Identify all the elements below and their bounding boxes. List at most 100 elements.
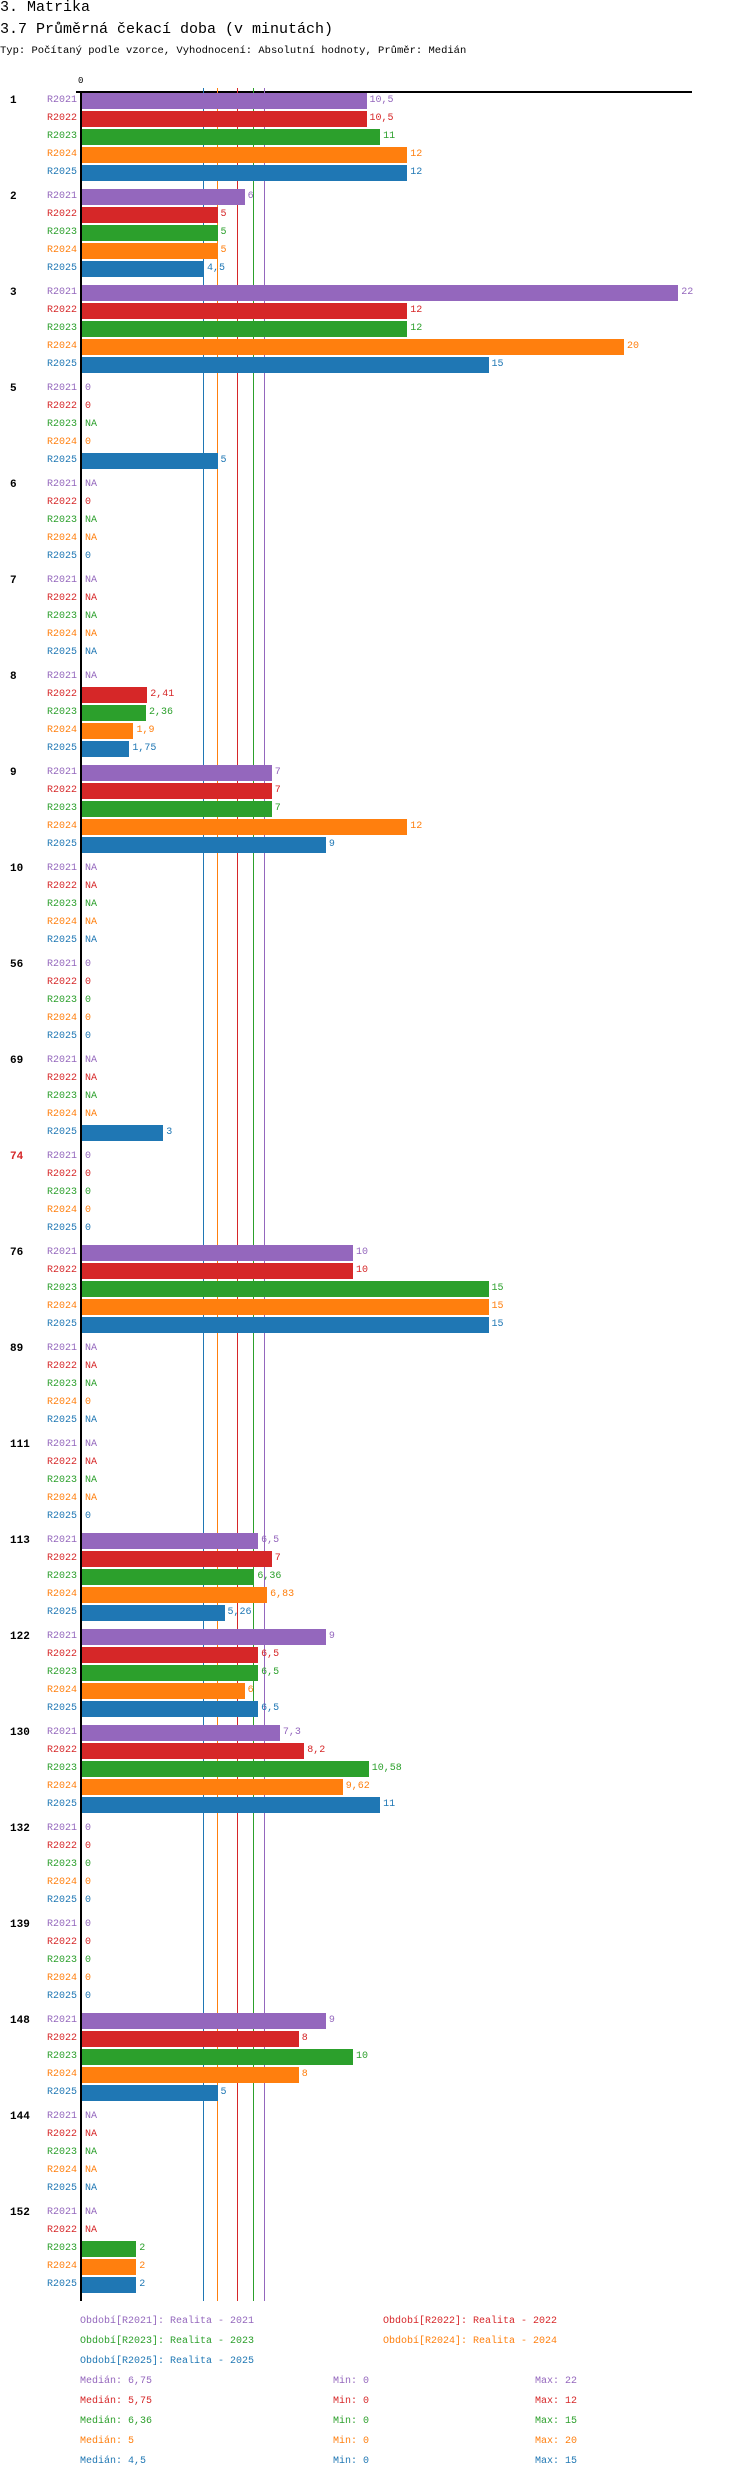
value-label: NA (85, 1055, 98, 1066)
bar-r2025 (82, 1605, 225, 1621)
value-label: 12 (410, 821, 423, 832)
series-label: R2024 (46, 1205, 77, 1216)
value-label: NA (85, 419, 98, 430)
group-label: 148 (10, 2015, 30, 2027)
value-label: 12 (410, 149, 423, 160)
value-label: NA (85, 1361, 98, 1372)
value-label: 0 (85, 1877, 92, 1888)
bar-r2023 (82, 321, 408, 337)
value-label: 5 (220, 209, 227, 220)
series-label: R2022 (46, 113, 77, 124)
series-label: R2025 (46, 551, 77, 562)
series-label: R2024 (46, 341, 77, 352)
value-label: 7 (274, 1553, 281, 1564)
value-label: 5 (220, 227, 227, 238)
series-label: R2023 (46, 1859, 77, 1870)
median-stat: Medián: 6,75 (80, 2376, 153, 2387)
bar-r2023 (82, 1761, 369, 1777)
series-label: R2022 (46, 497, 77, 508)
series-label: R2021 (46, 959, 77, 970)
bar-r2024 (82, 1299, 489, 1315)
series-label: R2022 (46, 785, 77, 796)
series-label: R2021 (46, 1919, 77, 1930)
series-label: R2022 (46, 2225, 77, 2236)
median-stat: Medián: 6,36 (80, 2416, 153, 2427)
series-label: R2022 (46, 2033, 77, 2044)
series-label: R2021 (46, 1823, 77, 1834)
series-label: R2023 (46, 227, 77, 238)
group-label: 122 (10, 1631, 30, 1643)
value-label: 2 (139, 2261, 146, 2272)
max-stat: Max: 15 (535, 2456, 578, 2467)
value-label: 0 (85, 1169, 92, 1180)
group-label: 74 (10, 1151, 24, 1163)
series-label: R2024 (46, 1973, 77, 1984)
median-line-r2022 (236, 88, 238, 2301)
series-label: R2023 (46, 1283, 77, 1294)
series-label: R2021 (46, 1439, 77, 1450)
bar-r2023 (82, 2241, 137, 2257)
series-label: R2024 (46, 1397, 77, 1408)
value-label: 0 (85, 1205, 92, 1216)
value-label: 15 (491, 359, 504, 370)
bar-r2024 (82, 819, 408, 835)
series-label: R2021 (46, 1535, 77, 1546)
series-label: R2021 (46, 575, 77, 586)
value-label: 6,36 (257, 1571, 282, 1582)
bar-r2024 (82, 243, 218, 259)
bar-r2025 (82, 1125, 164, 1141)
series-label: R2021 (46, 863, 77, 874)
min-stat: Min: 0 (333, 2436, 370, 2447)
value-label: NA (85, 899, 98, 910)
group-label: 132 (10, 1823, 30, 1835)
value-label: NA (85, 1475, 98, 1486)
value-label: 15 (491, 1319, 504, 1330)
value-label: 0 (85, 1823, 92, 1834)
series-label: R2021 (46, 2111, 77, 2122)
bar-r2022 (82, 1551, 272, 1567)
value-label: 5 (220, 245, 227, 256)
value-label: 2,36 (148, 707, 173, 718)
group-label: 1 (10, 95, 17, 107)
max-stat: Max: 15 (535, 2416, 578, 2427)
y-axis-line (80, 91, 82, 2301)
value-label: 8 (301, 2069, 308, 2080)
series-label: R2023 (46, 323, 77, 334)
value-label: 10 (356, 1247, 369, 1258)
series-label: R2024 (46, 149, 77, 160)
value-label: 6 (247, 191, 254, 202)
series-label: R2023 (46, 2243, 77, 2254)
series-label: R2022 (46, 1937, 77, 1948)
value-label: 0 (85, 1397, 92, 1408)
series-label: R2021 (46, 479, 77, 490)
bar-r2021 (82, 2013, 326, 2029)
bar-r2021 (82, 1533, 259, 1549)
value-label: NA (85, 647, 98, 658)
value-label: 0 (85, 1937, 92, 1948)
group-label: 2 (10, 191, 17, 203)
series-label: R2025 (46, 1991, 77, 2002)
value-label: 0 (85, 1955, 92, 1966)
value-label: NA (85, 1109, 98, 1120)
series-label: R2025 (46, 2087, 77, 2098)
value-label: 0 (85, 1919, 92, 1930)
bar-r2021 (82, 93, 367, 109)
series-label: R2024 (46, 2165, 77, 2176)
group-label: 56 (10, 959, 24, 971)
value-label: NA (85, 1415, 98, 1426)
bar-r2022 (82, 1743, 305, 1759)
series-label: R2021 (46, 1055, 77, 1066)
series-label: R2025 (46, 647, 77, 658)
median-stat: Medián: 5,75 (80, 2396, 153, 2407)
series-label: R2023 (46, 803, 77, 814)
value-label: 0 (85, 1151, 92, 1162)
series-label: R2023 (46, 899, 77, 910)
series-label: R2025 (46, 1031, 77, 1042)
value-label: 5 (220, 2087, 227, 2098)
bar-r2021 (82, 1725, 280, 1741)
series-label: R2023 (46, 2051, 77, 2062)
value-label: 8 (301, 2033, 308, 2044)
series-label: R2023 (46, 1091, 77, 1102)
series-label: R2022 (46, 209, 77, 220)
series-label: R2021 (46, 1343, 77, 1354)
